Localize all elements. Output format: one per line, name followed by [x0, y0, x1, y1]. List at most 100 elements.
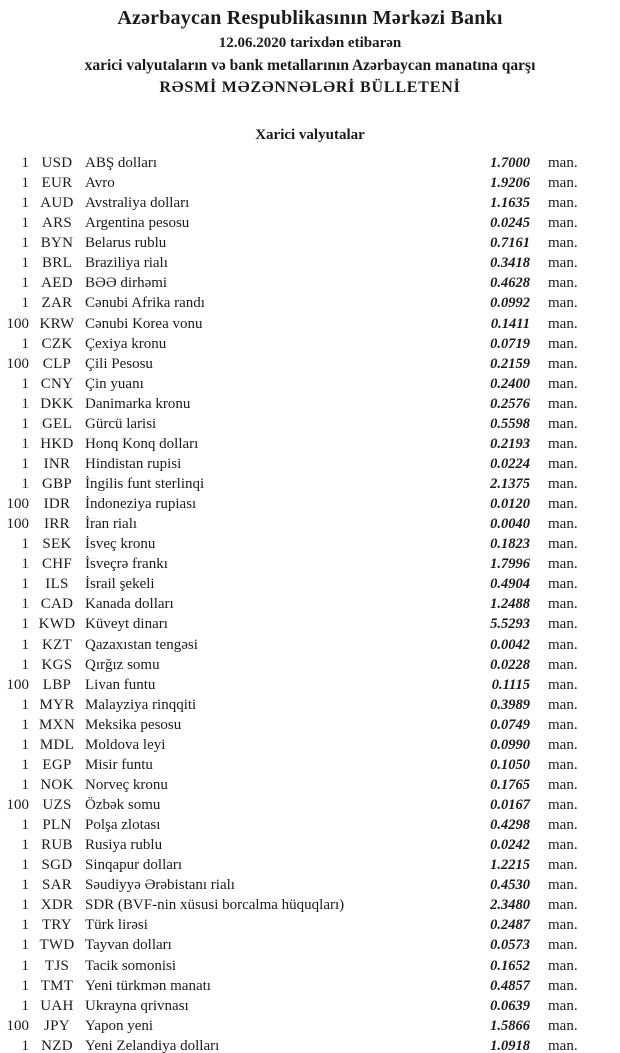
currency-code: JPY — [44, 1017, 70, 1034]
table-row: 1 CNY Çin yuanı 0.2400 man. — [0, 374, 620, 394]
currency-code: UAH — [40, 997, 74, 1014]
currency-quantity: 1 — [21, 716, 30, 733]
table-row: 1 AED BƏƏ dirhəmi 0.4628 man. — [0, 273, 620, 293]
rate-value: 0.5598 — [490, 415, 530, 432]
currency-code: SGD — [41, 857, 73, 874]
table-row: 1 NZD Yeni Zelandiya dolları 1.0918 man. — [0, 1036, 620, 1053]
table-row: 100 UZS Özbək somu 0.0167 man. — [0, 795, 620, 815]
currency-code: BYN — [40, 235, 74, 252]
currency-code: MXN — [39, 716, 75, 733]
table-row: 100 KRW Cənubi Korea vonu 0.1411 man. — [0, 314, 620, 334]
table-row: 1 MDL Moldova leyi 0.0990 man. — [0, 735, 620, 755]
rate-value: 0.0992 — [490, 295, 530, 312]
currency-quantity: 1 — [21, 957, 30, 974]
unit-label: man. — [548, 355, 578, 372]
table-row: 1 DKK Danimarka kronu 0.2576 man. — [0, 394, 620, 414]
rate-value: 2.1375 — [490, 476, 530, 492]
table-row: 1 TJS Tacik somonisi 0.1652 man. — [0, 956, 620, 976]
rate-value: 0.0749 — [490, 716, 530, 733]
rate-value: 0.3418 — [490, 255, 530, 272]
unit-label: man. — [548, 476, 578, 492]
rate-value: 0.0224 — [490, 455, 530, 472]
rate-value: 0.0573 — [490, 937, 530, 954]
rate-value: 0.4904 — [490, 576, 530, 593]
currency-code: CHF — [41, 556, 73, 573]
currency-quantity: 100 — [6, 516, 30, 533]
currency-name: Argentina pesosu — [85, 215, 190, 232]
rate-value: 0.1050 — [490, 756, 530, 773]
rate-value: 0.1115 — [491, 676, 530, 693]
currency-code: KRW — [39, 315, 75, 332]
currency-code: CNY — [40, 375, 74, 392]
exchange-rates-table: 1 USD ABŞ dolları 1.7000 man. 1 EUR Avro… — [0, 153, 620, 1053]
currency-quantity: 1 — [21, 295, 30, 312]
currency-quantity: 1 — [21, 415, 30, 432]
currency-name: Türk lirəsi — [85, 917, 148, 934]
currency-quantity: 100 — [6, 676, 30, 693]
currency-quantity: 100 — [6, 797, 30, 813]
currency-quantity: 1 — [21, 335, 30, 352]
currency-quantity: 1 — [21, 195, 30, 212]
currency-quantity: 1 — [21, 435, 30, 452]
rate-value: 1.5866 — [490, 1017, 530, 1034]
currency-code: USD — [41, 155, 73, 171]
table-row: 100 IRR İran rialı 0.0040 man. — [0, 514, 620, 534]
unit-label: man. — [548, 496, 578, 513]
rate-value: 0.7161 — [490, 235, 530, 252]
currency-code: UZS — [42, 797, 72, 813]
currency-quantity: 1 — [21, 215, 30, 232]
currency-name: İsrail şekeli — [85, 576, 155, 593]
unit-label: man. — [548, 415, 578, 432]
rate-value: 0.1823 — [490, 536, 530, 553]
currency-quantity: 1 — [21, 636, 30, 653]
table-row: 1 XDR SDR (BVF-nin xüsusi borcalma hüquq… — [0, 895, 620, 915]
unit-label: man. — [548, 997, 578, 1014]
table-row: 1 KZT Qazaxıstan tengəsi 0.0042 man. — [0, 635, 620, 655]
currency-code: DKK — [40, 395, 74, 412]
effective-date-line: 12.06.2020 tarixdən etibarən — [218, 35, 402, 51]
unit-label: man. — [548, 817, 578, 834]
currency-name: Honq Konq dolları — [85, 435, 199, 452]
unit-label: man. — [548, 155, 578, 171]
table-row: 1 RUB Rusiya rublu 0.0242 man. — [0, 835, 620, 855]
currency-name: Çexiya kronu — [85, 335, 167, 352]
currency-code: CZK — [41, 335, 73, 352]
currency-code: EGP — [42, 756, 72, 773]
table-row: 1 KGS Qırğız somu 0.0228 man. — [0, 655, 620, 675]
currency-name: İngilis funt sterlinqi — [85, 476, 205, 492]
unit-label: man. — [548, 215, 578, 232]
currency-name: Cənubi Afrika randı — [85, 295, 205, 312]
rate-value: 1.0918 — [490, 1037, 530, 1053]
currency-code: CAD — [40, 596, 74, 613]
rate-value: 0.0042 — [490, 636, 530, 653]
currency-name: Yeni türkmən manatı — [85, 977, 211, 994]
table-row: 1 EUR Avro 1.9206 man. — [0, 173, 620, 193]
currency-name: Moldova leyi — [85, 736, 166, 753]
table-row: 1 INR Hindistan rupisi 0.0224 man. — [0, 454, 620, 474]
unit-label: man. — [548, 636, 578, 653]
currency-name: Gürcü larisi — [85, 415, 157, 432]
currency-code: KWD — [38, 616, 76, 633]
rate-value: 0.4857 — [490, 977, 530, 994]
rate-value: 0.0990 — [490, 736, 530, 753]
currency-quantity: 1 — [21, 235, 30, 252]
currency-code: NZD — [41, 1037, 73, 1053]
currency-quantity: 1 — [21, 275, 30, 292]
currency-name: BƏƏ dirhəmi — [85, 275, 168, 292]
currency-name: Rusiya rublu — [85, 837, 163, 854]
currency-name: Tayvan dolları — [85, 937, 172, 954]
table-row: 1 AUD Avstraliya dolları 1.1635 man. — [0, 193, 620, 213]
currency-quantity: 1 — [21, 977, 30, 994]
unit-label: man. — [548, 937, 578, 954]
table-row: 1 ARS Argentina pesosu 0.0245 man. — [0, 213, 620, 233]
currency-name: Polşa zlotası — [85, 817, 161, 834]
unit-label: man. — [548, 877, 578, 894]
rate-value: 0.0040 — [490, 516, 530, 533]
table-row: 1 MYR Malayziya rinqqiti 0.3989 man. — [0, 695, 620, 715]
rate-value: 1.2215 — [490, 857, 530, 874]
currency-code: TMT — [40, 977, 74, 994]
currency-name: Malayziya rinqqiti — [85, 696, 197, 713]
currency-quantity: 1 — [21, 395, 30, 412]
unit-label: man. — [548, 616, 578, 633]
currency-name: Çili Pesosu — [85, 355, 153, 372]
